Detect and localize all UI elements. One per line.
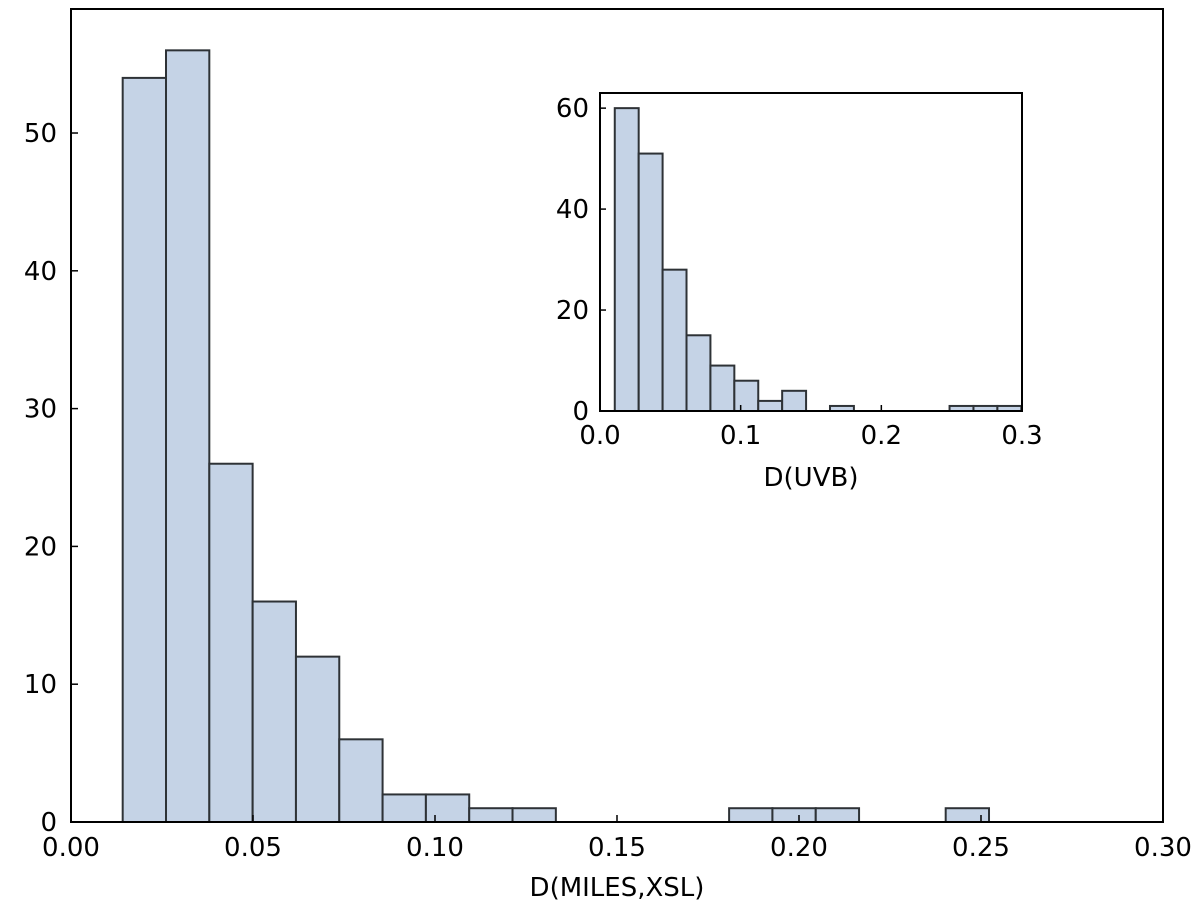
- inset-bar-2: [661, 268, 688, 412]
- main-bar-4: [294, 655, 341, 823]
- inset-y-tick-label-3: 60: [556, 94, 589, 124]
- inset-x-axis-title: D(UVB): [764, 463, 859, 493]
- main-bar-8: [468, 807, 514, 823]
- main-bar-12: [814, 807, 861, 823]
- main-bar-7: [424, 793, 471, 823]
- inset-bar-0: [613, 107, 640, 413]
- main-y-tick-label-1: 10: [24, 670, 57, 700]
- inset-y-tick-label-0: 0: [572, 397, 589, 427]
- inset-bar-1: [637, 152, 664, 412]
- inset-x-tick-label-0: 0.0: [579, 421, 620, 451]
- main-bar-0: [121, 76, 168, 823]
- main-bar-1: [165, 49, 211, 823]
- main-bar-5: [338, 738, 384, 823]
- inset-bar-6: [757, 399, 784, 412]
- main-y-tick-label-5: 50: [24, 119, 57, 149]
- main-x-tick-label-5: 0.25: [952, 833, 1010, 863]
- main-x-tick-label-4: 0.20: [770, 833, 828, 863]
- main-y-tick-label-3: 30: [24, 395, 57, 425]
- inset-bar-7: [781, 389, 808, 412]
- inset-x-tick-label-1: 0.1: [720, 421, 761, 451]
- main-y-tick-label-0: 0: [40, 808, 57, 838]
- main-bar-10: [728, 807, 774, 823]
- inset-x-tick-label-2: 0.2: [861, 421, 902, 451]
- inset-bar-3: [685, 334, 712, 412]
- main-x-tick-label-6: 0.30: [1134, 833, 1192, 863]
- main-bar-13: [944, 807, 991, 823]
- main-bar-6: [381, 793, 427, 823]
- main-bar-9: [511, 807, 557, 823]
- main-x-tick-label-0: 0.00: [42, 833, 100, 863]
- inset-axes-frame: [599, 92, 1023, 412]
- main-x-tick-label-2: 0.10: [406, 833, 464, 863]
- main-x-tick-label-3: 0.15: [588, 833, 646, 863]
- inset-bar-5: [733, 379, 760, 413]
- inset-histogram: 0.0 0.1 0.2 0.3 0 20 40 60 D(UVB): [556, 92, 1043, 493]
- inset-y-tick-label-1: 20: [556, 296, 589, 326]
- main-x-tick-label-1: 0.05: [224, 833, 282, 863]
- inset-x-tick-label-3: 0.3: [1001, 421, 1042, 451]
- inset-bar-4: [709, 364, 736, 413]
- main-y-tick-label-2: 20: [24, 532, 57, 562]
- main-bar-3: [251, 600, 297, 824]
- main-bar-11: [771, 807, 817, 823]
- inset-y-tick-label-2: 40: [556, 195, 589, 225]
- main-bar-2: [208, 462, 254, 823]
- main-x-axis-title: D(MILES,XSL): [530, 873, 705, 903]
- main-y-tick-label-4: 40: [24, 257, 57, 287]
